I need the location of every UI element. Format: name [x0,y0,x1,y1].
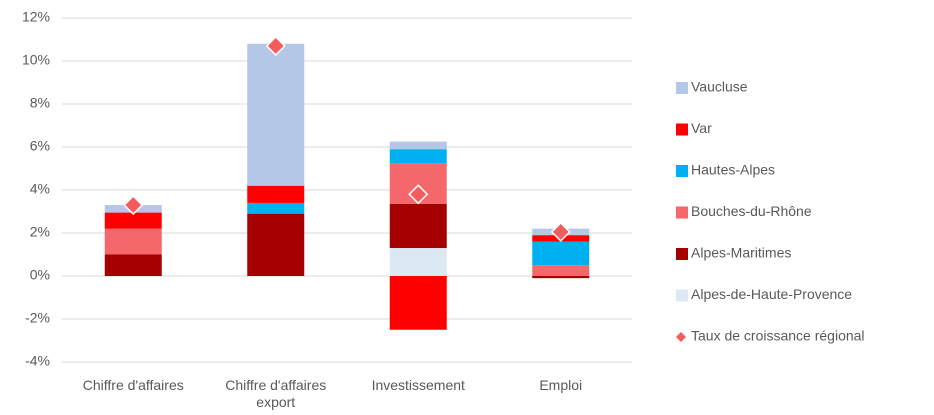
y-tick-label: 12% [22,9,50,25]
legend-swatch [676,206,688,219]
y-tick-label: 6% [30,138,50,154]
y-tick-label: 0% [30,267,50,283]
bar-segment [247,202,305,214]
bar-segment [104,228,162,255]
bar-segment [532,265,590,276]
bar-segment [104,254,162,276]
legend-marker [676,332,686,342]
legend-label: Bouches-du-Rhône [691,203,812,219]
y-tick-label: -4% [25,353,50,369]
bar-segment [532,241,590,266]
bar-segment [532,276,590,279]
legend-label: Hautes-Alpes [691,162,775,178]
y-tick-label: 4% [30,181,50,197]
y-tick-label: -2% [25,310,50,326]
bar-segment [247,213,305,276]
x-tick-label: Investissement [371,377,465,393]
bar-segment [389,203,447,249]
marker [550,221,571,242]
x-tick-label: Emploi [539,377,583,393]
bar-segment [247,43,305,186]
x-tick-label: Chiffre d'affaires [82,377,184,393]
marker [123,194,144,216]
legend-label: Alpes-Maritimes [691,245,791,261]
legend-swatch [676,123,688,136]
y-tick-label: 8% [30,95,50,111]
legend-label: Var [691,120,712,136]
legend-swatch [676,248,688,260]
bar-segment [389,149,447,164]
x-tick-label: Chiffre d'affaires export [225,377,327,410]
bar-segment [104,212,162,229]
y-tick-label: 10% [22,52,50,68]
bar-segment [247,185,305,203]
y-tick-label: 2% [30,224,50,240]
bar-segment [389,248,447,276]
bar-segment [389,141,447,150]
bar-segment [389,276,447,330]
legend-swatch [676,289,688,302]
legend-label: Alpes-de-Haute-Provence [691,286,852,302]
legend-label: Taux de croissance régional [691,328,865,344]
marker [408,184,429,205]
legend-swatch [676,82,688,94]
legend-swatch [676,165,688,177]
legend-label: Vaucluse [691,79,748,95]
marker [265,35,286,57]
